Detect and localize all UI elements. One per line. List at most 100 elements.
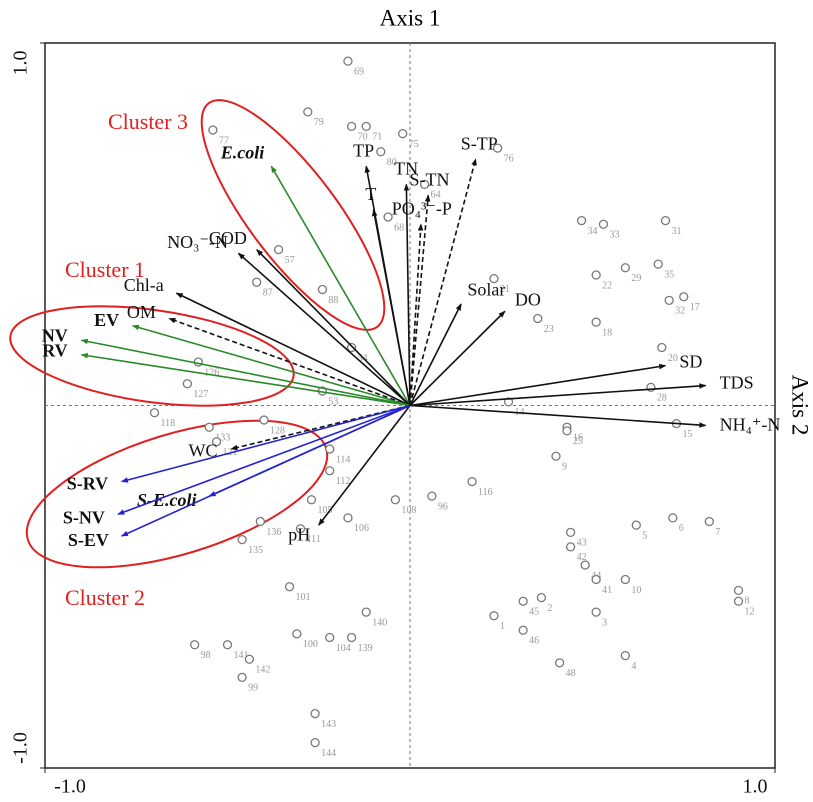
vector-label: S-E.coli — [137, 490, 197, 510]
vector-label: PO₄³⁻-P — [392, 198, 452, 218]
sample-label: 6 — [679, 523, 684, 534]
sample-label: 21 — [500, 284, 510, 295]
sample-point — [208, 125, 218, 135]
sample-point — [620, 574, 630, 585]
sample-point — [620, 263, 630, 273]
sample-point — [580, 560, 590, 570]
sample-label: 12 — [745, 607, 755, 618]
sample-label: 96 — [438, 501, 448, 512]
sample-label: 46 — [529, 636, 539, 647]
vector-label: Solar — [467, 280, 505, 300]
sample-label: 32 — [675, 306, 685, 317]
cluster-label: Cluster 2 — [65, 585, 145, 610]
sample-point — [346, 121, 357, 132]
sample-point — [503, 397, 514, 407]
vector-arrow — [409, 194, 431, 406]
sample-point — [237, 534, 247, 545]
sample-label: 57 — [285, 255, 295, 266]
sample-point — [189, 640, 200, 650]
sample-label: 1 — [500, 621, 505, 632]
sample-label: 8 — [745, 596, 750, 607]
sample-point — [733, 596, 744, 606]
sample-label: 48 — [566, 668, 576, 679]
sample-point — [533, 313, 543, 324]
sample-label: 45 — [529, 607, 539, 618]
sample-point — [310, 708, 320, 719]
sample-label: 76 — [504, 153, 514, 164]
sample-point — [427, 491, 437, 501]
vector-label: TN — [394, 159, 418, 179]
sample-label: 128 — [270, 425, 285, 436]
sample-point — [343, 513, 353, 523]
sample-label: 101 — [296, 592, 311, 603]
vector-arrow — [409, 383, 707, 407]
sample-label: 2 — [547, 603, 552, 614]
x-tick-label: 1.0 — [743, 776, 768, 798]
sample-point — [657, 342, 667, 353]
sample-point — [591, 607, 601, 617]
sample-label: 25 — [573, 436, 583, 447]
sample-label: 18 — [602, 327, 612, 338]
sample-point — [704, 516, 714, 527]
sample-label: 141 — [234, 650, 249, 661]
sample-point — [361, 121, 371, 132]
sample-label: 3 — [602, 617, 607, 628]
vector-arrow — [409, 363, 667, 407]
sample-label: 75 — [409, 139, 419, 150]
sample-label: 29 — [631, 273, 641, 284]
vector-label: NH₄⁺-N — [720, 415, 781, 435]
vector-label: OM — [127, 302, 156, 322]
vector-label: TDS — [720, 373, 754, 393]
sample-label: 42 — [577, 552, 587, 563]
sample-label: 20 — [668, 353, 678, 364]
sample-point — [565, 542, 576, 552]
vector-label: Chl-a — [124, 275, 164, 295]
sample-label: 43 — [577, 538, 587, 549]
sample-label: 114 — [336, 454, 351, 465]
sample-label: 15 — [682, 429, 692, 440]
cluster-label: Cluster 3 — [108, 109, 188, 134]
sample-point — [591, 317, 601, 327]
sample-label: 53 — [328, 396, 338, 407]
vector-arrow — [256, 249, 411, 407]
sample-point — [492, 143, 503, 153]
sample-label: 135 — [248, 545, 263, 556]
vector-label: NV — [42, 326, 68, 346]
sample-label: 71 — [372, 132, 382, 143]
sample-point — [591, 574, 601, 585]
vector-arrow — [117, 404, 411, 515]
sample-point — [591, 270, 601, 280]
sample-point — [211, 437, 222, 447]
sample-point — [536, 592, 547, 603]
sample-point — [631, 520, 641, 530]
vector-arrow — [230, 404, 411, 451]
sample-point — [204, 422, 214, 432]
vector-arrow — [168, 317, 411, 407]
sample-point — [343, 56, 353, 66]
sample-point — [383, 212, 393, 222]
sample-point — [310, 737, 320, 748]
vector-arrow — [403, 183, 411, 406]
sample-point — [679, 292, 689, 302]
sample-label: 10 — [631, 585, 641, 596]
sample-label: 41 — [602, 585, 612, 596]
sample-label: 17 — [690, 302, 700, 313]
x-axis-label: Axis 1 — [380, 5, 441, 30]
sample-point — [237, 672, 247, 683]
vector-label: SD — [679, 352, 702, 372]
sample-label: 69 — [354, 66, 364, 77]
sample-label: 35 — [664, 269, 674, 280]
vector-arrow — [318, 405, 411, 526]
vector-arrow — [120, 404, 411, 483]
sample-point — [390, 495, 401, 505]
sample-label: 5 — [642, 530, 647, 541]
x-tick-label: -1.0 — [54, 776, 86, 798]
vector-arrow — [409, 223, 424, 406]
sample-label: 126 — [204, 367, 219, 378]
sample-label: 127 — [193, 389, 208, 400]
sample-label: 136 — [266, 527, 281, 538]
sample-point — [244, 654, 255, 664]
sample-point — [325, 466, 335, 476]
sample-label: 139 — [358, 643, 373, 654]
